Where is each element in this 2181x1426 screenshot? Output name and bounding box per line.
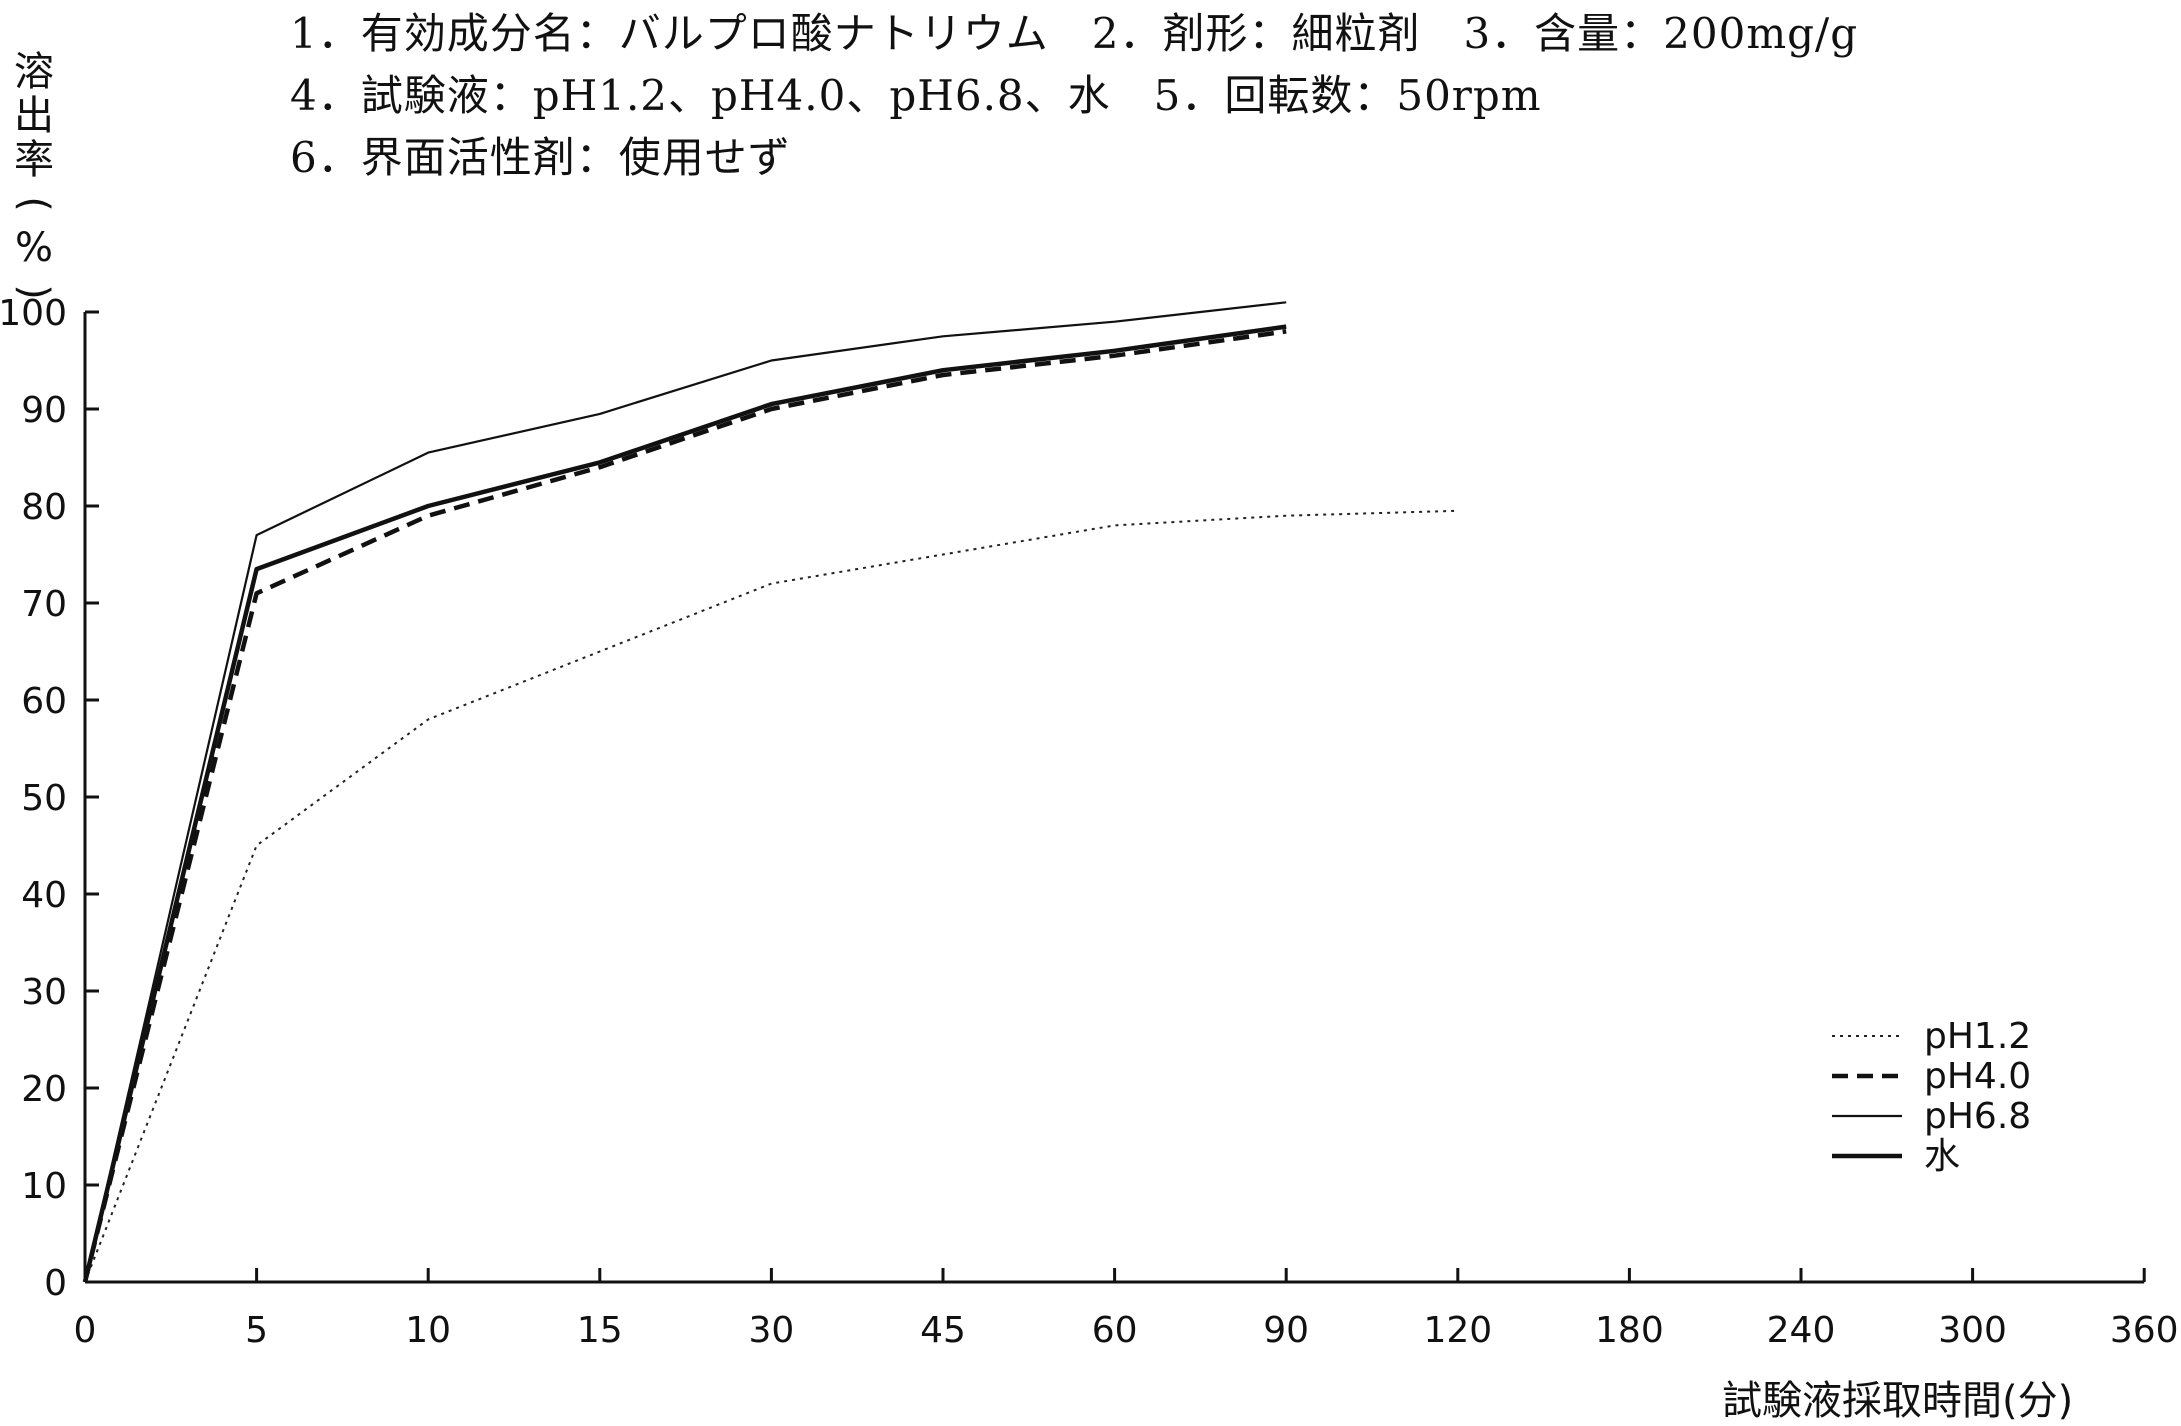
x-tick-label: 360 [2110, 1310, 2179, 1351]
x-tick-label: 45 [920, 1310, 966, 1351]
x-tick-label: 240 [1767, 1310, 1836, 1351]
x-tick-label: 60 [1092, 1310, 1138, 1351]
series-line-pH6.8 [85, 302, 1286, 1282]
x-tick-label: 30 [748, 1310, 794, 1351]
y-tick-label: 70 [21, 584, 67, 625]
y-tick-label: 40 [21, 875, 67, 916]
y-tick-label: 20 [21, 1069, 67, 1110]
y-tick-label: 10 [21, 1166, 67, 1207]
y-tick-label: 0 [44, 1263, 67, 1304]
y-tick-label: 60 [21, 681, 67, 722]
legend-label-pH1.2: pH1.2 [1924, 1016, 2031, 1057]
y-tick-label: 50 [21, 778, 67, 819]
x-tick-label: 0 [74, 1310, 97, 1351]
y-tick-label: 30 [21, 972, 67, 1013]
x-tick-label: 15 [577, 1310, 623, 1351]
legend-label-pH6.8: pH6.8 [1924, 1096, 2031, 1137]
x-tick-label: 10 [405, 1310, 451, 1351]
x-tick-label: 300 [1938, 1310, 2007, 1351]
x-tick-label: 180 [1595, 1310, 1664, 1351]
series-line-水 [85, 327, 1286, 1282]
series-line-pH1.2 [85, 511, 1458, 1282]
x-tick-label: 90 [1263, 1310, 1309, 1351]
chart-axes: 0 10 20 30 40 50 60 70 80 90 100 0 5 10 15 30 45 60 90 120 1… [0, 293, 2179, 1351]
x-tick-label: 120 [1423, 1310, 1492, 1351]
y-tick-label: 90 [21, 390, 67, 431]
legend-label-水: 水 [1924, 1136, 1960, 1177]
y-tick-label: 80 [21, 487, 67, 528]
x-tick-label: 5 [245, 1310, 268, 1351]
chart-series [85, 302, 1458, 1282]
y-tick-label: 100 [0, 293, 67, 334]
series-line-pH4.0 [85, 331, 1286, 1282]
legend-label-pH4.0: pH4.0 [1924, 1056, 2031, 1097]
